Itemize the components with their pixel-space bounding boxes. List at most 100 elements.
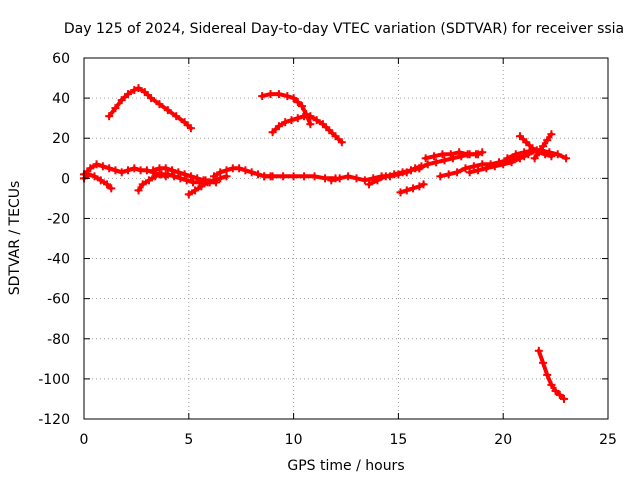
data-point (306, 120, 315, 129)
data-point (469, 162, 478, 171)
data-point (534, 148, 543, 157)
data-point (98, 162, 107, 171)
data-point (530, 154, 539, 163)
data-point (432, 158, 441, 167)
data-point (515, 154, 524, 163)
data-point (490, 162, 499, 171)
y-tick-label: -80 (47, 332, 70, 348)
data-point (180, 170, 189, 179)
data-point (547, 152, 556, 161)
data-point (499, 160, 508, 169)
data-point (534, 346, 543, 355)
data-point (105, 112, 114, 121)
data-point (193, 174, 202, 183)
data-point (274, 90, 283, 99)
data-point (168, 166, 177, 175)
data-point (283, 92, 292, 101)
data-point (268, 172, 277, 181)
data-point (465, 168, 474, 177)
data-point (197, 182, 206, 191)
data-point (528, 144, 537, 153)
data-point (124, 166, 133, 175)
data-point (155, 100, 164, 109)
data-point (235, 164, 244, 173)
data-point (337, 138, 346, 147)
data-point (281, 118, 290, 127)
data-point (478, 148, 487, 157)
data-point (318, 120, 327, 129)
data-point (430, 152, 439, 161)
data-point (130, 86, 139, 95)
data-point (111, 104, 120, 113)
data-point (543, 136, 552, 145)
y-tick-label: -40 (47, 252, 70, 268)
data-point (325, 126, 334, 135)
data-point (396, 188, 405, 197)
data-point (287, 116, 296, 125)
data-point (390, 170, 399, 179)
data-point (539, 358, 548, 367)
y-tick-label: 0 (61, 171, 70, 187)
data-point (130, 164, 139, 173)
data-point (559, 394, 568, 403)
data-point (140, 88, 149, 97)
data-point (266, 90, 275, 99)
data-point (222, 166, 231, 175)
x-tick-label: 20 (494, 432, 512, 448)
data-point (117, 96, 126, 105)
data-point (191, 186, 200, 195)
y-tick-label: -100 (38, 372, 70, 388)
data-point (247, 168, 256, 177)
data-point (436, 172, 445, 181)
data-point (216, 168, 225, 177)
data-point (84, 170, 93, 179)
x-tick-label: 25 (599, 432, 617, 448)
y-tick-label: -60 (47, 292, 70, 308)
data-point (438, 150, 447, 159)
data-point (289, 94, 298, 103)
data-point (172, 112, 181, 121)
data-point (352, 174, 361, 183)
data-point (279, 172, 288, 181)
x-tick-label: 0 (80, 432, 89, 448)
data-point (107, 184, 116, 193)
data-point (163, 106, 172, 115)
data-point (562, 154, 571, 163)
y-tick-label: 20 (52, 131, 70, 147)
data-point (503, 154, 512, 163)
data-point (268, 128, 277, 137)
data-point (149, 166, 158, 175)
data-point (180, 118, 189, 127)
data-point (539, 142, 548, 151)
data-point (344, 172, 353, 181)
data-point (182, 176, 191, 185)
data-point (300, 172, 309, 181)
data-point (105, 164, 114, 173)
data-point (103, 180, 112, 189)
data-point (440, 156, 449, 165)
data-point (293, 98, 302, 107)
data-point (463, 150, 472, 159)
data-point (507, 158, 516, 167)
data-point (253, 170, 262, 179)
data-point (306, 112, 315, 121)
data-layer (80, 84, 571, 403)
data-point (415, 164, 424, 173)
data-point (151, 172, 160, 181)
data-point (335, 174, 344, 183)
data-point (170, 172, 179, 181)
data-point (421, 154, 430, 163)
data-point (293, 114, 302, 123)
data-point (419, 180, 428, 189)
data-point (381, 172, 390, 181)
x-tick-label: 5 (184, 432, 193, 448)
data-point (258, 92, 267, 101)
data-point (471, 150, 480, 159)
y-tick-label: -20 (47, 211, 70, 227)
data-point (402, 186, 411, 195)
data-point (455, 148, 464, 157)
data-point (415, 182, 424, 191)
data-point (186, 124, 195, 133)
data-point (321, 174, 330, 183)
data-point (409, 184, 418, 193)
